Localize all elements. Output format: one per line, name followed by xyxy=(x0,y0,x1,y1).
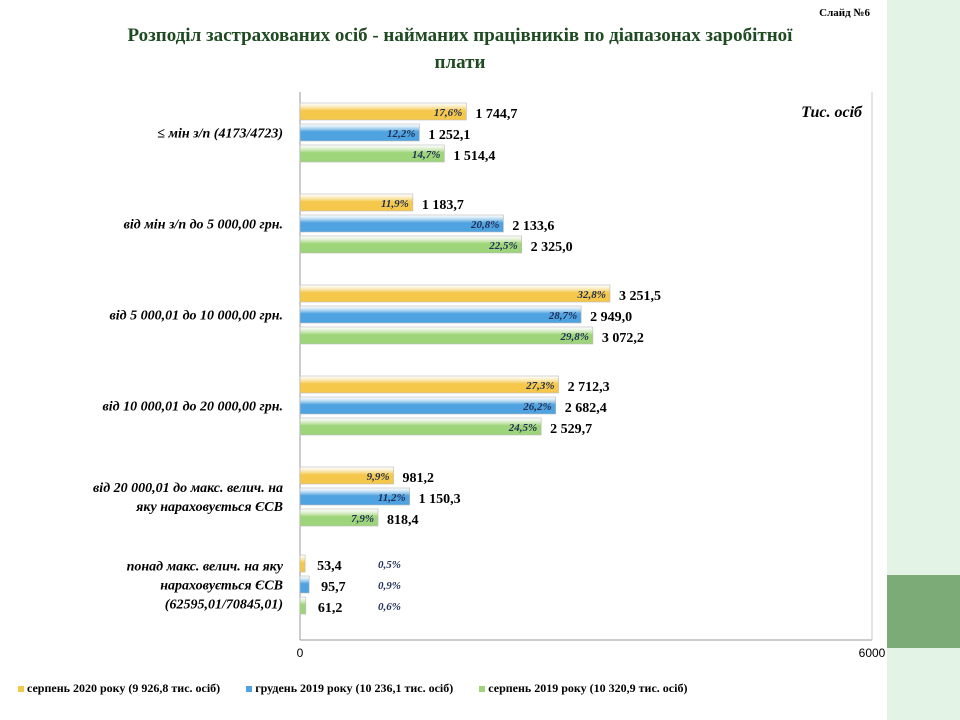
category-label: від 5 000,01 до 10 000,00 грн. xyxy=(110,309,283,324)
bar-value-label: 2 325,0 xyxy=(531,240,573,255)
legend-item: серпень 2019 року (10 320,9 тис. осіб) xyxy=(479,681,687,696)
bar-value-label: 818,4 xyxy=(387,513,419,528)
bar-value-label: 3 072,2 xyxy=(602,331,644,346)
bar xyxy=(299,123,420,142)
bar-value-label: 95,7 xyxy=(321,580,346,595)
bar-percent-label: 0,6% xyxy=(378,601,401,613)
category-label: від мін з/п до 5 000,00 грн. xyxy=(124,218,283,233)
bar xyxy=(299,487,410,506)
bar xyxy=(299,508,379,527)
bar xyxy=(299,193,414,212)
bar xyxy=(299,596,307,615)
bar-percent-label: 12,2% xyxy=(387,128,415,140)
bar xyxy=(299,305,582,324)
legend-label: серпень 2019 року (10 320,9 тис. осіб) xyxy=(488,681,688,695)
chart-title: Розподіл застрахованих осіб - найманих п… xyxy=(127,25,793,73)
bar-value-label: 1 252,1 xyxy=(428,128,470,143)
bar-percent-label: 29,8% xyxy=(559,331,588,343)
bar xyxy=(299,466,394,485)
bar-value-label: 3 251,5 xyxy=(619,289,661,304)
slide-number: Слайд №6 xyxy=(819,7,870,19)
bar-percent-label: 28,7% xyxy=(548,310,577,322)
bar-percent-label: 24,5% xyxy=(508,422,537,434)
bar-percent-label: 17,6% xyxy=(434,107,462,119)
legend-label: грудень 2019 року (10 236,1 тис. осіб) xyxy=(255,681,454,695)
bar-percent-label: 11,9% xyxy=(381,198,409,210)
bar-percent-label: 20,8% xyxy=(470,219,499,231)
bar xyxy=(299,326,594,345)
legend-swatch xyxy=(246,685,253,692)
bar xyxy=(299,375,559,394)
bar-value-label: 2 133,6 xyxy=(512,219,554,234)
bar-chart: 0 6000 Тис. осіб ≤ мін з/п (4173/4723) 1 744… xyxy=(93,92,886,660)
category-label: ≤ мін з/п (4173/4723) xyxy=(157,127,283,142)
x-tick-label: 0 xyxy=(297,646,304,660)
bar-value-label: 2 712,3 xyxy=(568,380,610,395)
bar-value-label: 61,2 xyxy=(318,601,343,616)
bar xyxy=(299,284,611,303)
bar xyxy=(299,144,445,163)
bar-percent-label: 22,5% xyxy=(488,240,517,252)
bar xyxy=(299,554,306,573)
bar xyxy=(299,235,522,254)
bar xyxy=(299,396,557,415)
bar xyxy=(299,102,467,121)
category-label: понад макс. велич. на яку нараховується Є… xyxy=(127,560,284,613)
bar-value-label: 53,4 xyxy=(317,559,342,574)
side-decoration-square xyxy=(887,575,960,648)
bar-value-label: 2 949,0 xyxy=(590,310,632,325)
bar-percent-label: 27,3% xyxy=(525,380,554,392)
bar-value-label: 2 682,4 xyxy=(565,401,607,416)
bar xyxy=(299,417,542,436)
legend-label: серпень 2020 року (9 926,8 тис. осіб) xyxy=(27,681,221,695)
bar-percent-label: 26,2% xyxy=(522,401,551,413)
bar-percent-label: 0,9% xyxy=(378,580,401,592)
bar-value-label: 2 529,7 xyxy=(550,422,592,437)
legend-swatch xyxy=(479,685,486,692)
bar-value-label: 1 183,7 xyxy=(422,198,464,213)
unit-label: Тис. осіб xyxy=(801,104,863,121)
bar-percent-label: 0,5% xyxy=(378,559,401,571)
category-label: від 20 000,01 до макс. велич. на яку нара… xyxy=(93,481,283,515)
chart-legend: серпень 2020 року (9 926,8 тис. осіб) гру… xyxy=(18,681,888,696)
bar-percent-label: 14,7% xyxy=(412,149,440,161)
bar-value-label: 1 150,3 xyxy=(419,492,461,507)
bar-value-label: 1 744,7 xyxy=(475,107,517,122)
x-tick-label: 6000 xyxy=(859,646,886,660)
bar-percent-label: 11,2% xyxy=(378,492,406,504)
bar-value-label: 981,2 xyxy=(403,471,435,486)
bar xyxy=(299,214,504,233)
legend-item: серпень 2020 року (9 926,8 тис. осіб) xyxy=(18,681,220,696)
legend-swatch xyxy=(18,685,24,692)
category-label: від 10 000,01 до 20 000,00 грн. xyxy=(103,400,283,415)
bar xyxy=(299,575,310,594)
legend-item: грудень 2019 року (10 236,1 тис. осіб) xyxy=(246,681,453,696)
bar-percent-label: 7,9% xyxy=(351,513,374,525)
bar-value-label: 1 514,4 xyxy=(453,149,495,164)
bar-percent-label: 32,8% xyxy=(577,289,606,301)
bar-percent-label: 9,9% xyxy=(367,471,390,483)
